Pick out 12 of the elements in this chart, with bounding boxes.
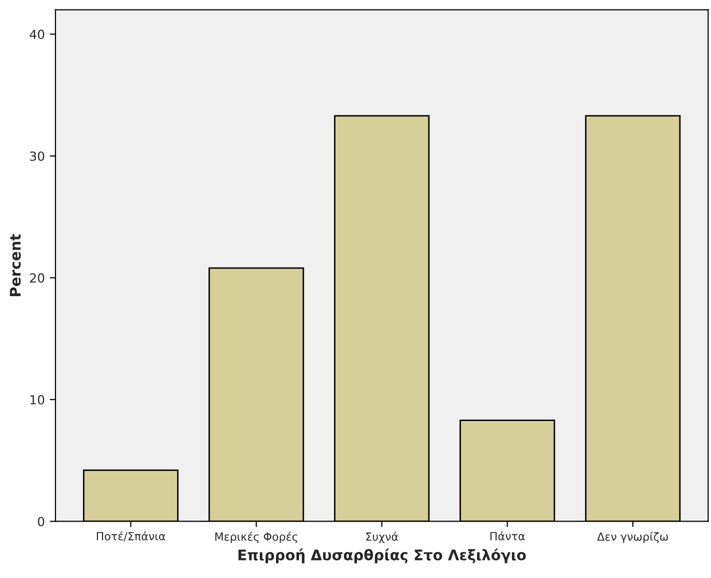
y-tick-label: 40 [30, 30, 44, 40]
x-tick-label: Πάντα [490, 531, 525, 540]
x-axis-title: Επιρροή Δυσαρθρίας Στο Λεξιλόγιο [238, 548, 526, 564]
y-tick-label: 10 [30, 395, 44, 404]
y-tick-label: 0 [38, 516, 44, 526]
y-tick-label: 30 [30, 151, 44, 161]
x-tick-label: Ποτέ/Σπάνια [96, 531, 166, 542]
y-axis-title: Percent [10, 234, 21, 296]
y-tick-label: 20 [30, 273, 44, 283]
x-tick-label: Δεν γνωρίζω [597, 532, 668, 543]
x-tick-label: Συχνά [366, 532, 398, 543]
x-tick-label: Μερικές Φορές [215, 532, 298, 543]
